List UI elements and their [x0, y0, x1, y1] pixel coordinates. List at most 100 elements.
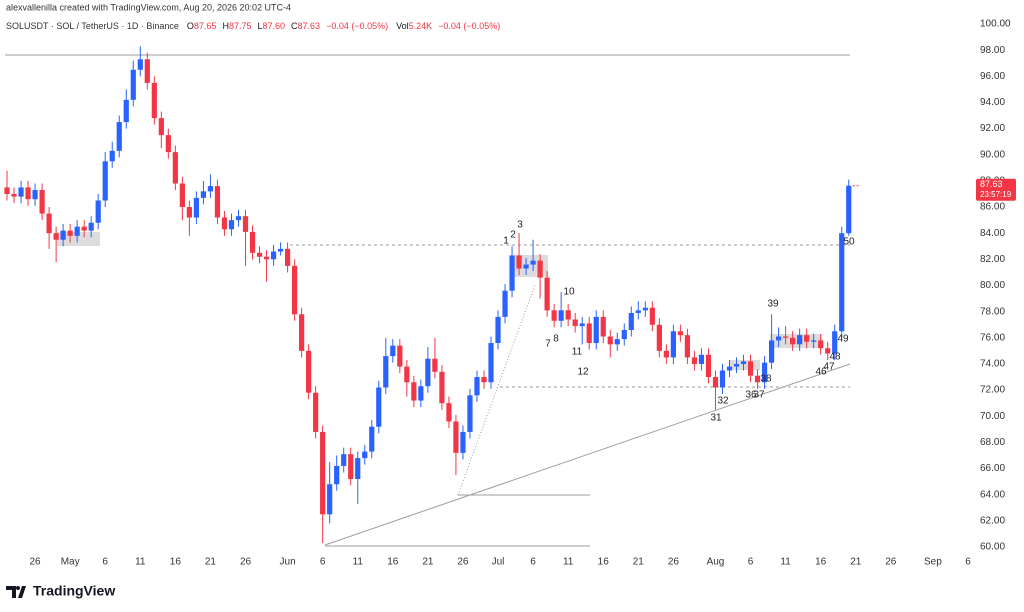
candle-body [712, 377, 719, 388]
candle-body [165, 135, 171, 153]
x-tick-label: 26 [240, 557, 252, 568]
candle-body [635, 310, 641, 313]
candle-body [404, 366, 410, 383]
candle-body [348, 454, 354, 480]
candle-body [186, 207, 192, 218]
change: −0.04 (−0.05%) [326, 21, 388, 31]
candle-body [495, 316, 501, 344]
candle-body [228, 220, 235, 230]
candle-body [327, 484, 333, 515]
symbol: SOLUSDT · SOL / TetherUS · 1D · Binance [6, 21, 179, 31]
candle-body [95, 200, 101, 223]
wave-label: 39 [767, 299, 779, 310]
candle-body [565, 310, 571, 320]
candle-body [306, 350, 312, 393]
credit: alexvallenilla created with TradingView.… [6, 2, 291, 12]
x-tick-label: 21 [422, 557, 434, 568]
price-badge [976, 178, 1016, 201]
candle-body [249, 231, 256, 253]
candle-body [530, 260, 536, 265]
wave-label: 48 [829, 352, 841, 363]
candle-body [474, 377, 480, 396]
wave-label: 12 [577, 367, 589, 378]
candle-body [537, 260, 543, 278]
candle-body [179, 183, 185, 208]
wave-label: 32 [717, 396, 729, 407]
candle-body [446, 403, 452, 422]
candle-body [593, 316, 599, 344]
candle-body [656, 324, 662, 351]
wave-label: 36 [745, 390, 757, 401]
candle-body [804, 335, 810, 342]
wave-label: 7 [545, 339, 551, 350]
wave-label: 37 [753, 390, 765, 401]
candle-body [579, 323, 585, 327]
candle-body [747, 361, 754, 376]
wave-label: 1 [503, 236, 509, 247]
x-tick-label: 6 [102, 557, 108, 568]
candle-body [214, 186, 221, 218]
x-tick-label: 6 [530, 557, 536, 568]
y-tick-label: 92.00 [980, 123, 1005, 134]
candle-body [74, 226, 80, 236]
y-tick-label: 66.00 [980, 463, 1005, 474]
candle-body [144, 59, 150, 83]
wave-label: 46 [815, 367, 827, 378]
candle-body [18, 187, 24, 197]
candle-body [523, 264, 529, 269]
candle-body [158, 118, 164, 136]
wave-label: 10 [563, 287, 575, 298]
candle-body [818, 340, 824, 349]
candle-body [88, 222, 94, 231]
y-tick-label: 80.00 [980, 280, 1005, 291]
x-tick-label: 26 [885, 557, 897, 568]
price-badge-value: 87.63 [980, 179, 1003, 189]
candle-body [277, 248, 284, 252]
y-tick-label: 84.00 [980, 228, 1005, 239]
candle-body [628, 312, 634, 330]
candle-body [313, 392, 319, 432]
candle-body [586, 323, 592, 344]
candle-body [221, 217, 228, 230]
candle-body [151, 82, 157, 119]
x-tick-label: 16 [170, 557, 182, 568]
y-tick-label: 70.00 [980, 411, 1005, 422]
x-tick-label: 21 [633, 557, 645, 568]
candle-body [116, 122, 122, 151]
candle-body [600, 316, 606, 337]
x-tick-label: 26 [30, 557, 42, 568]
candle-body [783, 336, 789, 338]
candle-body [32, 190, 38, 200]
trend-line [324, 363, 851, 546]
brand: TradingView [33, 583, 115, 599]
candle-body [67, 230, 73, 236]
candle-body [109, 150, 115, 162]
x-tick-label: Sep [924, 557, 942, 568]
y-tick-label: 60.00 [980, 542, 1005, 553]
ohlc-key: O [187, 21, 194, 31]
candle-body [292, 265, 298, 315]
candle-body [509, 255, 515, 291]
y-tick-label: 82.00 [980, 254, 1005, 265]
candle-body [263, 256, 270, 260]
candle-body [516, 255, 522, 269]
candle-body [698, 354, 705, 364]
volume-value: 5.24K [409, 21, 433, 31]
candle-body [775, 336, 782, 341]
candle-body [432, 358, 438, 372]
candle-body [488, 343, 494, 383]
candle-body [130, 69, 136, 100]
candle-body [242, 216, 249, 232]
candle-body [481, 377, 487, 383]
candle-body [137, 59, 143, 70]
candle-body [614, 339, 620, 345]
candle-body [207, 186, 214, 192]
candle-body [39, 190, 45, 214]
y-tick-label: 64.00 [980, 489, 1005, 500]
candle-body [102, 161, 108, 201]
candle-body [846, 185, 852, 234]
x-tick-label: 11 [563, 557, 574, 568]
x-tick-label: 21 [205, 557, 217, 568]
candle-body [172, 152, 178, 184]
